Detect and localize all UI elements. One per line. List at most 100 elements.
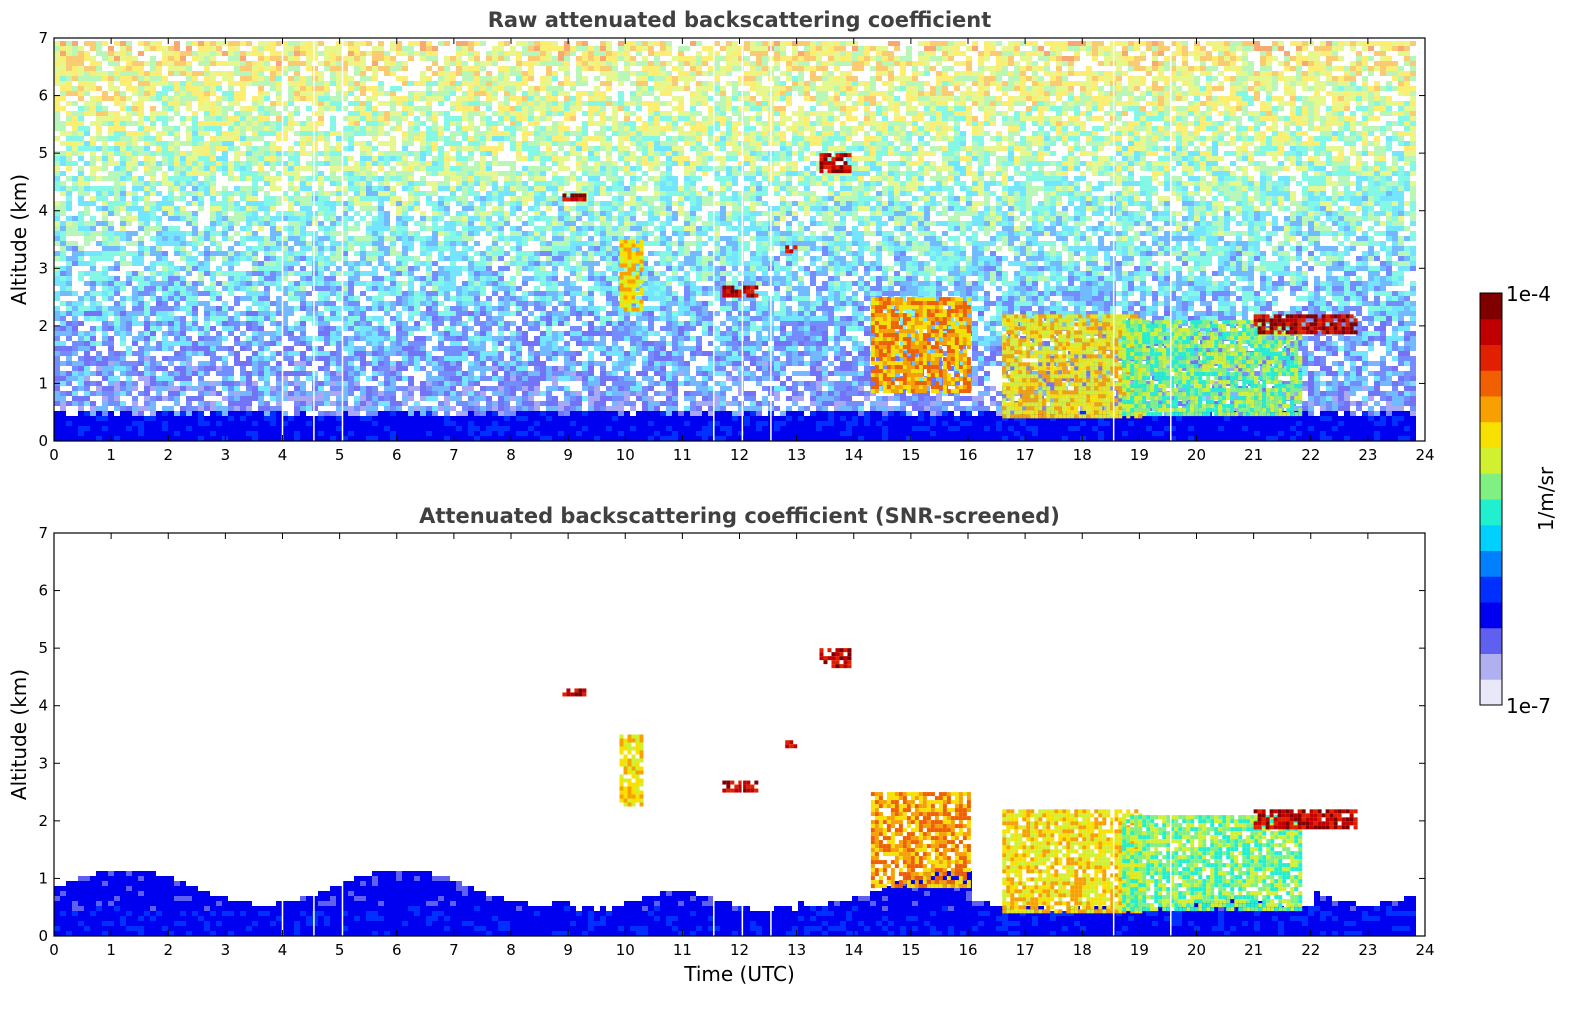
heatmap-cell: [438, 126, 444, 131]
heatmap-cell: [372, 236, 378, 241]
heatmap-cell: [204, 256, 210, 261]
heatmap-cell: [168, 61, 174, 66]
heatmap-cell: [252, 341, 258, 346]
heatmap-cell: [408, 436, 414, 441]
heatmap-cell: [462, 91, 468, 96]
heatmap-cell: [72, 161, 78, 166]
heatmap-cell: [72, 221, 78, 226]
heatmap-cell: [114, 186, 120, 191]
heatmap-cell: [216, 426, 222, 431]
heatmap-cell: [348, 296, 354, 301]
heatmap-cell: [90, 136, 96, 141]
heatmap-cell: [504, 86, 510, 91]
heatmap-cell: [144, 306, 150, 311]
heatmap-cell: [54, 126, 60, 131]
heatmap-cell: [186, 81, 192, 86]
heatmap-cell: [258, 241, 264, 246]
heatmap-cell: [288, 121, 294, 126]
heatmap-cell: [222, 206, 228, 211]
heatmap-cell: [150, 136, 156, 141]
heatmap-cell: [78, 341, 84, 346]
heatmap-cell: [456, 321, 462, 326]
heatmap-cell: [66, 426, 72, 431]
heatmap-cell: [342, 91, 348, 96]
heatmap-cell: [186, 301, 192, 306]
heatmap-cell: [456, 416, 462, 421]
heatmap-cell: [246, 381, 252, 386]
heatmap-cell: [234, 101, 240, 106]
heatmap-cell: [174, 151, 180, 156]
heatmap-cell: [408, 201, 414, 206]
heatmap-cell: [462, 331, 468, 336]
heatmap-cell: [444, 281, 450, 286]
heatmap-cell: [402, 226, 408, 231]
heatmap-cell: [156, 206, 162, 211]
heatmap-cell: [456, 161, 462, 166]
heatmap-cell: [486, 281, 492, 286]
heatmap-cell: [354, 66, 360, 71]
heatmap-cell: [96, 411, 102, 416]
heatmap-cell: [288, 41, 294, 46]
heatmap-cell: [102, 116, 108, 121]
heatmap-cell: [294, 401, 300, 406]
heatmap-cell: [78, 226, 84, 231]
heatmap-cell: [444, 61, 450, 66]
heatmap-cell: [222, 71, 228, 76]
heatmap-cell: [102, 141, 108, 146]
heatmap-cell: [372, 241, 378, 246]
heatmap-cell: [204, 86, 210, 91]
heatmap-cell: [132, 206, 138, 211]
heatmap-cell: [66, 61, 72, 66]
heatmap-cell: [384, 331, 390, 336]
heatmap-cell: [228, 136, 234, 141]
heatmap-cell: [426, 146, 432, 151]
heatmap-cell: [174, 316, 180, 321]
heatmap-cell: [228, 146, 234, 151]
heatmap-cell: [516, 381, 522, 386]
heatmap-cell: [246, 76, 252, 81]
heatmap-cell: [504, 411, 510, 416]
heatmap-cell: [354, 436, 360, 441]
heatmap-cell: [336, 141, 342, 146]
heatmap-cell: [84, 91, 90, 96]
heatmap-cell: [204, 401, 210, 406]
heatmap-cell: [240, 251, 246, 256]
heatmap-cell: [198, 371, 204, 376]
heatmap-cell: [318, 431, 324, 436]
heatmap-cell: [204, 431, 210, 436]
heatmap-cell: [270, 391, 276, 396]
heatmap-cell: [270, 41, 276, 46]
heatmap-cell: [186, 376, 192, 381]
heatmap-cell: [192, 231, 198, 236]
heatmap-cell: [522, 431, 528, 436]
heatmap-cell: [162, 411, 168, 416]
heatmap-cell: [348, 391, 354, 396]
heatmap-cell: [306, 396, 312, 401]
heatmap-cell: [318, 276, 324, 281]
heatmap-cell: [360, 291, 366, 296]
heatmap-cell: [162, 261, 168, 266]
heatmap-cell: [306, 121, 312, 126]
heatmap-cell: [342, 66, 348, 71]
heatmap-cell: [462, 391, 468, 396]
heatmap-cell: [468, 351, 474, 356]
heatmap-cell: [60, 376, 66, 381]
heatmap-cell: [516, 66, 522, 71]
heatmap-cell: [300, 341, 306, 346]
heatmap-cell: [372, 366, 378, 371]
heatmap-cell: [480, 311, 486, 316]
heatmap-cell: [102, 436, 108, 441]
heatmap-cell: [336, 136, 342, 141]
heatmap-cell: [90, 381, 96, 386]
heatmap-cell: [378, 296, 384, 301]
heatmap-cell: [54, 251, 60, 256]
heatmap-cell: [132, 186, 138, 191]
heatmap-cell: [426, 216, 432, 221]
heatmap-cell: [72, 366, 78, 371]
heatmap-cell: [72, 61, 78, 66]
heatmap-cell: [324, 411, 330, 416]
heatmap-cell: [492, 241, 498, 246]
heatmap-cell: [522, 181, 528, 186]
heatmap-cell: [312, 231, 318, 236]
heatmap-cell: [162, 211, 168, 216]
